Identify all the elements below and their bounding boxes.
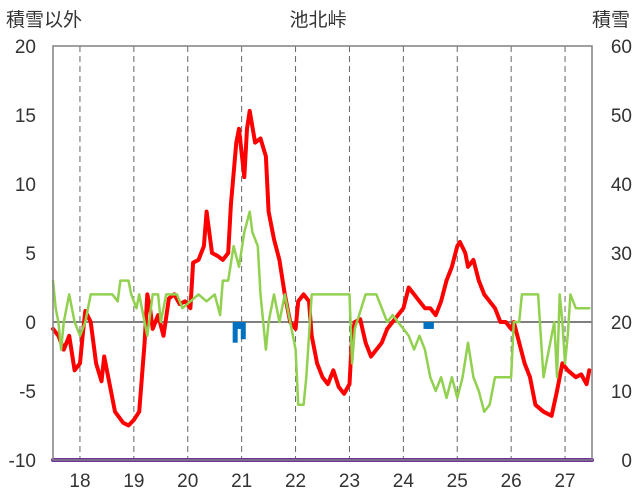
x-tick-label: 23 <box>339 471 360 492</box>
chart-title: 池北峠 <box>289 9 346 31</box>
series-3-bar-6 <box>428 322 434 329</box>
series-0-line <box>51 108 592 428</box>
series-3-bars <box>232 322 434 343</box>
y-left-tick-label: 0 <box>25 313 36 334</box>
x-tick-label: 27 <box>554 471 575 492</box>
y-right-tick-label: 10 <box>611 382 632 403</box>
x-tick-label: 19 <box>123 471 144 492</box>
series-3-bar-4 <box>423 322 429 329</box>
y-right-tick-label: 50 <box>611 106 632 127</box>
y-left-tick-label: -5 <box>19 382 36 403</box>
y-right-tick-label: 20 <box>611 313 632 334</box>
x-tick-label: 26 <box>501 471 522 492</box>
x-tick-label: 24 <box>393 471 415 492</box>
series-1-line <box>51 210 591 413</box>
series-3-bar-1 <box>235 322 241 329</box>
y-left-tick-label: 5 <box>25 244 36 265</box>
y-right-tick-label: 0 <box>621 451 632 472</box>
plot-frame <box>52 45 593 461</box>
x-tick-label: 20 <box>177 471 198 492</box>
series-3-bar-2 <box>238 322 244 329</box>
y-right-tick-label: 60 <box>611 37 632 58</box>
x-tick-label: 22 <box>285 471 306 492</box>
y-right-tick-label: 40 <box>611 175 632 196</box>
series-3-bar-3 <box>240 322 246 340</box>
left-axis-label: 積雪以外 <box>6 9 82 31</box>
y-left-tick-label: -10 <box>9 451 36 472</box>
y-left-tick-label: 20 <box>15 37 36 58</box>
y-left-tick-label: 10 <box>15 175 36 196</box>
series-3-bar-5 <box>426 322 432 329</box>
right-axis-label: 積雪 <box>592 9 630 31</box>
x-tick-label: 21 <box>231 471 252 492</box>
series-3-bar-0 <box>232 322 238 343</box>
x-tick-label: 18 <box>69 471 90 492</box>
y-left-tick-label: 15 <box>15 106 36 127</box>
y-right-tick-label: 30 <box>611 244 632 265</box>
x-tick-label: 25 <box>447 471 468 492</box>
